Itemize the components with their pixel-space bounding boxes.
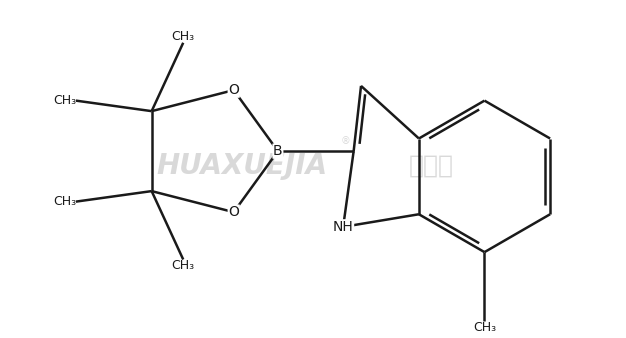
- Text: 化学加: 化学加: [408, 154, 453, 178]
- Text: CH₃: CH₃: [53, 195, 76, 208]
- Text: CH₃: CH₃: [172, 30, 195, 43]
- Text: O: O: [228, 83, 239, 97]
- Text: CH₃: CH₃: [172, 260, 195, 272]
- Text: ®: ®: [341, 137, 351, 146]
- Text: NH: NH: [333, 220, 354, 234]
- Text: CH₃: CH₃: [53, 94, 76, 107]
- Text: CH₃: CH₃: [473, 320, 496, 334]
- Text: HUAXUEJIA: HUAXUEJIA: [156, 152, 328, 180]
- Text: B: B: [273, 144, 283, 158]
- Text: O: O: [228, 205, 239, 219]
